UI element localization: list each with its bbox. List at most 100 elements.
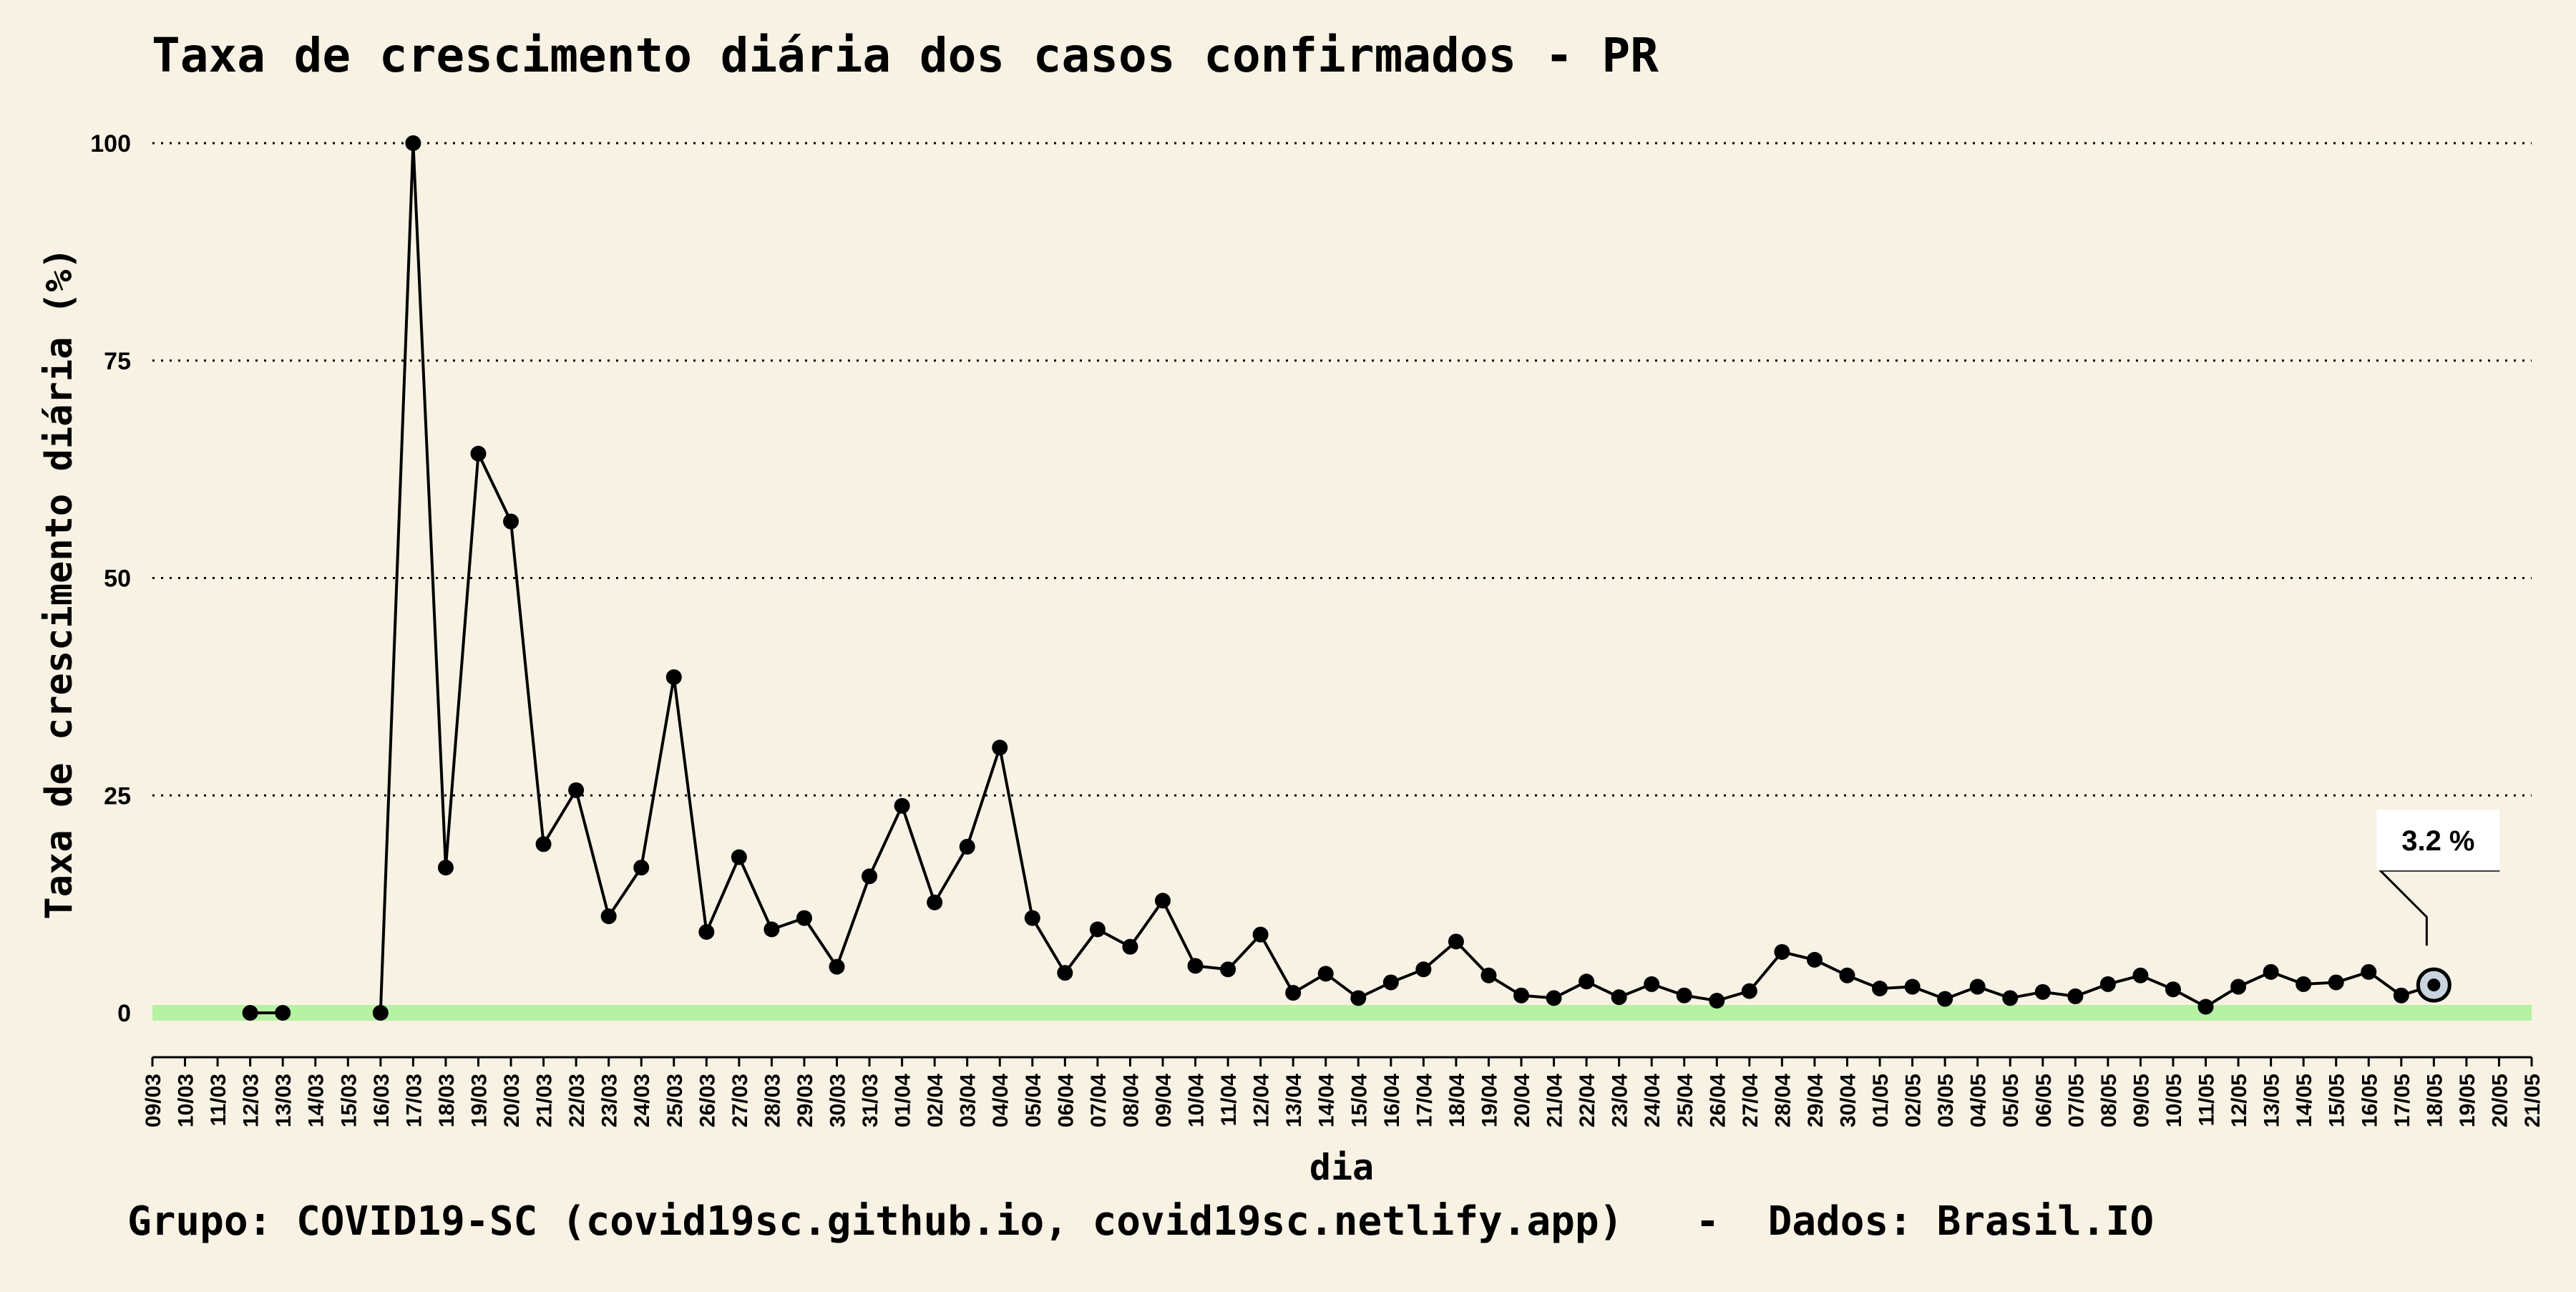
- x-tick-label: 04/04: [989, 1074, 1013, 1127]
- x-tick-label: 09/03: [142, 1074, 165, 1127]
- y-tick-label: 0: [117, 1000, 131, 1027]
- x-tick-label: 25/04: [1674, 1074, 1697, 1127]
- data-point: [2296, 976, 2312, 992]
- x-tick-label: 12/05: [2228, 1074, 2251, 1127]
- x-tick-label: 17/04: [1413, 1074, 1436, 1127]
- x-tick-label: 10/03: [175, 1074, 198, 1127]
- data-point: [1317, 966, 1334, 982]
- x-axis-label: dia: [1309, 1147, 1374, 1188]
- data-point: [665, 669, 682, 686]
- data-point: [829, 958, 845, 975]
- data-point: [2393, 987, 2409, 1004]
- data-point: [242, 1005, 258, 1021]
- data-point: [2132, 967, 2149, 983]
- x-tick-label: 07/04: [1087, 1074, 1111, 1127]
- x-tick-label: 13/04: [1282, 1074, 1306, 1127]
- data-point: [1774, 943, 1790, 960]
- x-tick-label: 20/04: [1511, 1074, 1534, 1127]
- y-tick-label: 100: [90, 130, 131, 157]
- x-tick-label: 15/04: [1347, 1074, 1371, 1127]
- highlight-point: [2427, 978, 2441, 992]
- data-point: [372, 1005, 389, 1021]
- y-tick-label: 75: [104, 348, 131, 375]
- x-tick-label: 31/03: [859, 1074, 882, 1127]
- x-tick-label: 04/05: [1967, 1074, 1991, 1127]
- data-point: [698, 924, 715, 941]
- data-point: [2197, 999, 2214, 1015]
- x-tick-label: 25/03: [663, 1074, 687, 1127]
- x-tick-label: 29/04: [1804, 1074, 1828, 1127]
- data-point: [1513, 987, 1530, 1004]
- data-point: [1154, 893, 1171, 909]
- x-tick-label: 14/03: [305, 1074, 328, 1127]
- data-point: [1350, 990, 1367, 1006]
- x-tick-label: 20/03: [500, 1074, 524, 1127]
- x-tick-label: 23/04: [1609, 1074, 1632, 1127]
- data-point: [1904, 978, 1921, 995]
- data-point: [405, 135, 421, 151]
- x-tick-label: 11/05: [2195, 1074, 2219, 1126]
- data-point: [796, 910, 812, 926]
- data-point: [2230, 978, 2247, 995]
- data-point: [894, 797, 910, 814]
- x-tick-label: 30/03: [826, 1074, 850, 1127]
- x-tick-label: 11/03: [207, 1074, 230, 1126]
- x-tick-label: 22/03: [565, 1074, 589, 1127]
- data-point: [1057, 965, 1073, 981]
- data-point: [600, 908, 617, 925]
- x-tick-label: 30/04: [1836, 1074, 1860, 1127]
- data-point: [992, 739, 1008, 756]
- data-point: [1969, 978, 1986, 995]
- data-point: [2067, 988, 2084, 1004]
- x-tick-label: 08/05: [2097, 1074, 2121, 1127]
- x-tick-label: 28/04: [1771, 1074, 1795, 1127]
- x-tick-label: 14/05: [2293, 1074, 2316, 1127]
- data-point: [2002, 990, 2019, 1006]
- chart-title: Taxa de crescimento diária dos casos con…: [152, 28, 1659, 83]
- data-point: [2165, 981, 2181, 998]
- x-tick-label: 26/03: [696, 1074, 719, 1127]
- data-point: [959, 838, 975, 855]
- data-point: [535, 836, 552, 853]
- data-point: [1024, 910, 1040, 926]
- x-tick-label: 09/05: [2129, 1074, 2153, 1127]
- x-tick-label: 12/03: [240, 1074, 263, 1127]
- x-tick-label: 19/05: [2456, 1074, 2479, 1127]
- data-point: [275, 1005, 291, 1021]
- x-tick-label: 22/04: [1576, 1074, 1599, 1127]
- data-point: [1285, 985, 1302, 1001]
- x-tick-label: 06/05: [2032, 1074, 2056, 1127]
- data-point: [633, 860, 650, 876]
- x-tick-label: 16/05: [2358, 1074, 2381, 1127]
- data-point: [1448, 933, 1464, 950]
- x-tick-label: 13/03: [272, 1074, 296, 1127]
- source-caption: Grupo: COVID19-SC (covid19sc.github.io, …: [127, 1198, 2154, 1245]
- data-point: [437, 860, 454, 876]
- data-point: [763, 921, 780, 938]
- y-tick-label: 25: [104, 782, 131, 810]
- data-point: [1122, 938, 1138, 955]
- data-point: [1709, 992, 1725, 1009]
- data-point: [2361, 963, 2377, 980]
- x-tick-label: 17/03: [402, 1074, 426, 1127]
- y-tick-label: 50: [104, 565, 131, 593]
- y-axis-label: Taxa de crescimento diária (%): [38, 247, 81, 919]
- x-tick-label: 27/04: [1739, 1074, 1762, 1127]
- x-tick-label: 27/03: [728, 1074, 752, 1127]
- x-tick-label: 18/03: [435, 1074, 459, 1127]
- data-point: [470, 445, 487, 462]
- x-tick-label: 05/05: [1999, 1074, 2023, 1127]
- x-tick-label: 15/05: [2326, 1074, 2349, 1127]
- x-tick-label: 14/04: [1315, 1074, 1339, 1127]
- data-point: [568, 782, 585, 798]
- data-point: [927, 894, 943, 910]
- x-tick-label: 13/05: [2260, 1074, 2284, 1127]
- x-tick-label: 02/05: [1902, 1074, 1926, 1127]
- data-point: [1741, 983, 1757, 999]
- x-tick-label: 09/04: [1152, 1074, 1176, 1127]
- x-tick-label: 23/03: [598, 1074, 622, 1127]
- x-tick-label: 02/04: [924, 1074, 947, 1127]
- x-tick-label: 21/05: [2521, 1074, 2545, 1127]
